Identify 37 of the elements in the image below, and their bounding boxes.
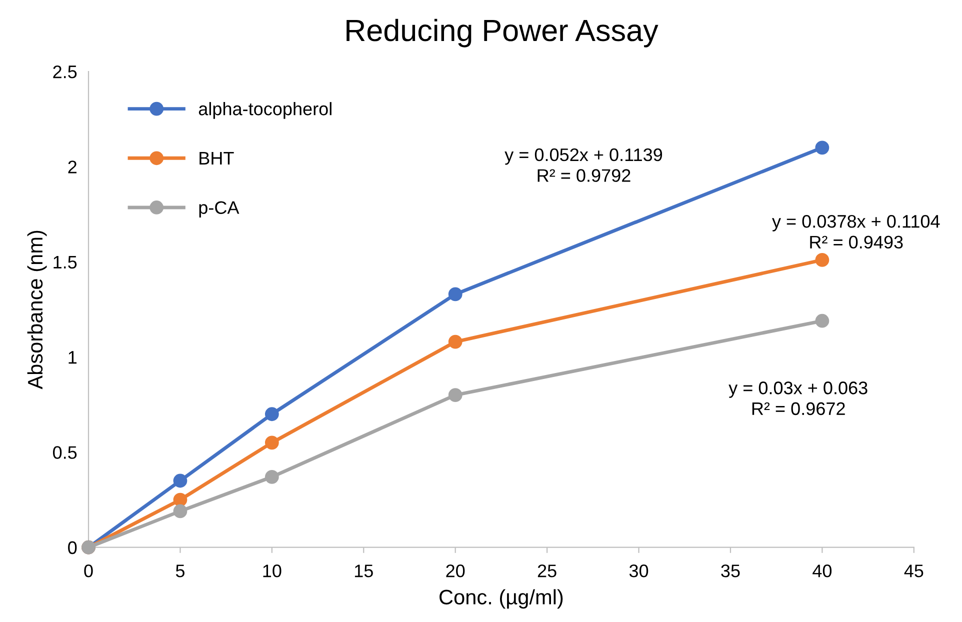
point [173,492,188,507]
y-axis-title: Absorbance (nm) [27,230,47,390]
point [173,474,188,488]
point [815,253,830,267]
x-tick-label: 35 [721,564,740,578]
x-axis-title: Conc. (µg/ml) [440,589,563,609]
x-tick-label: 20 [446,564,465,578]
y-tick-label: 1 [68,351,77,364]
annotation: y = 0.03x + 0.063 R² = 0.9672 [728,382,868,416]
legend-label: alpha-tocopherol [198,102,332,119]
chart-title: Reducing Power Assay [346,18,658,48]
y-tick-label: 2.5 [53,65,77,78]
legend-label: BHT [200,152,234,164]
annotation: y = 0.052x + 0.1139 R² = 0.9792 [504,148,662,182]
point [264,436,279,450]
annotation: y = 0.0378x + 0.1104 R² = 0.9493 [772,214,940,249]
point [815,314,830,328]
x-tick-label: 0 [84,564,93,578]
point [815,140,830,155]
x-tick-label: 15 [354,564,373,578]
x-tick-label: 25 [538,564,556,578]
x-tick-label: 45 [904,564,924,578]
point [173,504,188,518]
x-tick-label: 30 [629,564,648,578]
x-tick-label: 5 [176,564,184,578]
point [264,407,279,422]
y-tick-label: 2 [68,160,76,174]
legend-label: p-CA [199,201,240,218]
point [448,334,462,349]
point [448,388,462,402]
point [264,470,279,484]
point [448,287,462,302]
x-tick-label: 10 [263,564,282,578]
x-tick-label: 40 [812,564,832,578]
y-tick-label: 0.5 [53,446,77,459]
y-tick-label: 1.5 [54,256,77,269]
y-tick-label: 0 [68,541,77,554]
